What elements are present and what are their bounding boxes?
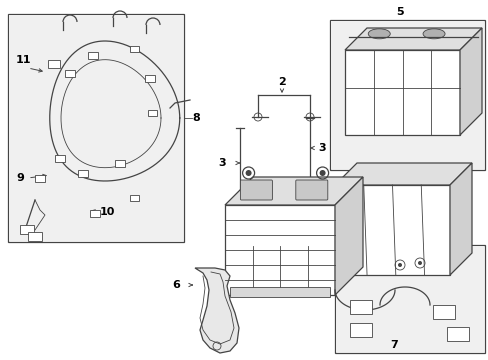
Bar [115, 160, 125, 167]
Ellipse shape [367, 29, 389, 39]
Text: 9: 9 [16, 173, 24, 183]
Bar [35, 175, 45, 182]
Text: 4: 4 [317, 223, 325, 233]
Polygon shape [459, 28, 481, 135]
Text: 5: 5 [395, 7, 403, 17]
FancyBboxPatch shape [295, 180, 327, 200]
Text: 6: 6 [172, 280, 180, 290]
Polygon shape [449, 163, 471, 275]
Circle shape [417, 261, 421, 265]
Bar [48, 60, 60, 68]
Bar [446, 327, 468, 341]
Circle shape [397, 263, 401, 267]
Circle shape [245, 170, 251, 176]
Text: 10: 10 [100, 207, 115, 217]
Polygon shape [195, 268, 239, 353]
Ellipse shape [422, 29, 444, 39]
Bar [330, 21, 483, 169]
Bar [224, 205, 334, 295]
Bar [334, 245, 484, 353]
Bar [88, 52, 98, 59]
Text: 2: 2 [278, 77, 285, 87]
Bar [55, 155, 65, 162]
Bar [28, 232, 42, 241]
Bar [432, 305, 454, 319]
Bar [345, 50, 459, 135]
Bar [229, 287, 329, 297]
Bar [329, 20, 484, 170]
Polygon shape [224, 177, 362, 205]
Polygon shape [334, 163, 471, 185]
Bar [349, 323, 371, 337]
Polygon shape [345, 28, 481, 50]
Bar [90, 210, 100, 217]
Text: 11: 11 [16, 55, 31, 65]
Bar [78, 170, 88, 177]
Text: 8: 8 [192, 113, 199, 123]
Bar [65, 70, 75, 77]
Bar [335, 246, 483, 352]
Polygon shape [334, 177, 362, 295]
Bar [130, 46, 139, 52]
Bar [8, 14, 183, 242]
Bar [9, 15, 183, 241]
FancyBboxPatch shape [240, 180, 272, 200]
Bar [349, 300, 371, 314]
Bar [20, 225, 34, 234]
Bar [148, 110, 157, 116]
Text: 3: 3 [317, 143, 325, 153]
Bar [130, 195, 139, 201]
Text: 1: 1 [260, 187, 267, 197]
Bar [334, 185, 449, 275]
Text: 3: 3 [218, 158, 225, 168]
Circle shape [319, 170, 325, 176]
Bar [145, 75, 155, 82]
Text: 7: 7 [389, 340, 397, 350]
